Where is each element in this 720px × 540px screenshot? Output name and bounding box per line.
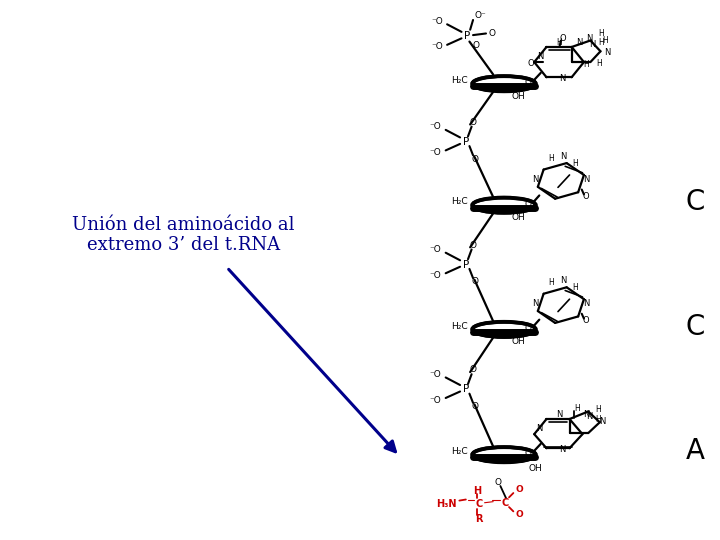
Text: O: O: [472, 42, 480, 50]
Text: N: N: [559, 74, 565, 83]
Text: OH: OH: [511, 338, 526, 346]
Text: ⁻O: ⁻O: [430, 122, 441, 131]
Text: OH: OH: [511, 213, 526, 222]
Text: H: H: [473, 486, 482, 496]
Text: O: O: [469, 366, 477, 374]
Text: N: N: [561, 152, 567, 161]
Text: O: O: [472, 278, 479, 286]
Text: A: A: [685, 437, 704, 465]
Text: N: N: [605, 48, 611, 57]
Ellipse shape: [472, 447, 536, 462]
Text: N: N: [532, 299, 538, 308]
Text: N: N: [587, 413, 593, 421]
Text: O: O: [516, 485, 523, 494]
Text: C: C: [501, 498, 508, 508]
Text: ⁻O: ⁻O: [430, 271, 441, 280]
Text: O: O: [472, 154, 479, 164]
Text: O: O: [582, 192, 589, 201]
Text: ⁻O: ⁻O: [430, 245, 441, 254]
Text: OH: OH: [528, 464, 542, 472]
Text: H₂C: H₂C: [451, 198, 468, 206]
Text: N: N: [584, 299, 590, 308]
Text: P: P: [463, 260, 469, 269]
Text: H: H: [595, 406, 601, 414]
Text: H: H: [598, 29, 604, 38]
Text: C: C: [475, 499, 482, 509]
Text: O: O: [524, 449, 531, 458]
Text: H: H: [596, 59, 602, 68]
Text: N: N: [576, 38, 582, 47]
Text: OH: OH: [511, 92, 526, 100]
Text: H: H: [598, 38, 604, 47]
Text: ⁻O: ⁻O: [430, 148, 441, 157]
Text: H: H: [583, 60, 589, 69]
Text: H: H: [548, 279, 554, 287]
Text: O: O: [494, 478, 501, 487]
Text: O: O: [524, 78, 531, 87]
Text: H: H: [602, 36, 608, 45]
Text: N: N: [587, 35, 593, 43]
Text: N: N: [561, 276, 567, 285]
Text: ⁻O: ⁻O: [430, 396, 441, 404]
Text: P: P: [463, 137, 469, 147]
Ellipse shape: [472, 76, 536, 91]
Text: O: O: [527, 59, 534, 68]
Text: N: N: [557, 410, 562, 419]
Text: N: N: [532, 175, 538, 184]
Text: P: P: [464, 31, 470, 41]
Text: H₂C: H₂C: [451, 447, 468, 456]
Text: O: O: [516, 510, 523, 519]
Text: H₂C: H₂C: [451, 76, 468, 85]
Text: N: N: [600, 417, 606, 426]
Text: O: O: [472, 402, 479, 411]
Text: O: O: [524, 324, 531, 333]
Text: O: O: [469, 241, 477, 249]
Ellipse shape: [472, 322, 536, 337]
Text: N: N: [589, 40, 595, 49]
Text: ⁻O: ⁻O: [431, 43, 443, 51]
Text: N: N: [538, 52, 544, 60]
Text: O: O: [524, 200, 531, 208]
Text: Unión del aminoácido al
extremo 3’ del t.RNA: Unión del aminoácido al extremo 3’ del t…: [72, 215, 295, 254]
Text: N: N: [584, 175, 590, 184]
Text: N: N: [584, 410, 590, 419]
Text: H₂C: H₂C: [451, 322, 468, 330]
Text: H: H: [572, 283, 578, 292]
Text: O: O: [488, 29, 495, 38]
Text: H₃N: H₃N: [436, 499, 456, 509]
Text: N: N: [536, 424, 542, 433]
Text: H: H: [548, 154, 554, 163]
Text: H: H: [595, 415, 601, 424]
Text: O: O: [582, 316, 589, 325]
Text: P: P: [463, 384, 469, 394]
Ellipse shape: [472, 198, 536, 213]
Text: H: H: [574, 404, 580, 413]
Text: O: O: [559, 34, 566, 43]
Text: N: N: [559, 445, 565, 454]
Text: H: H: [572, 159, 578, 167]
Text: ⁻O: ⁻O: [431, 17, 443, 25]
Text: H: H: [557, 38, 562, 47]
Text: O⁻: O⁻: [474, 11, 486, 20]
Text: C: C: [685, 188, 704, 217]
Text: R: R: [475, 514, 482, 524]
Text: O: O: [469, 118, 477, 127]
Text: C: C: [685, 313, 704, 341]
Text: ⁻O: ⁻O: [430, 370, 441, 379]
